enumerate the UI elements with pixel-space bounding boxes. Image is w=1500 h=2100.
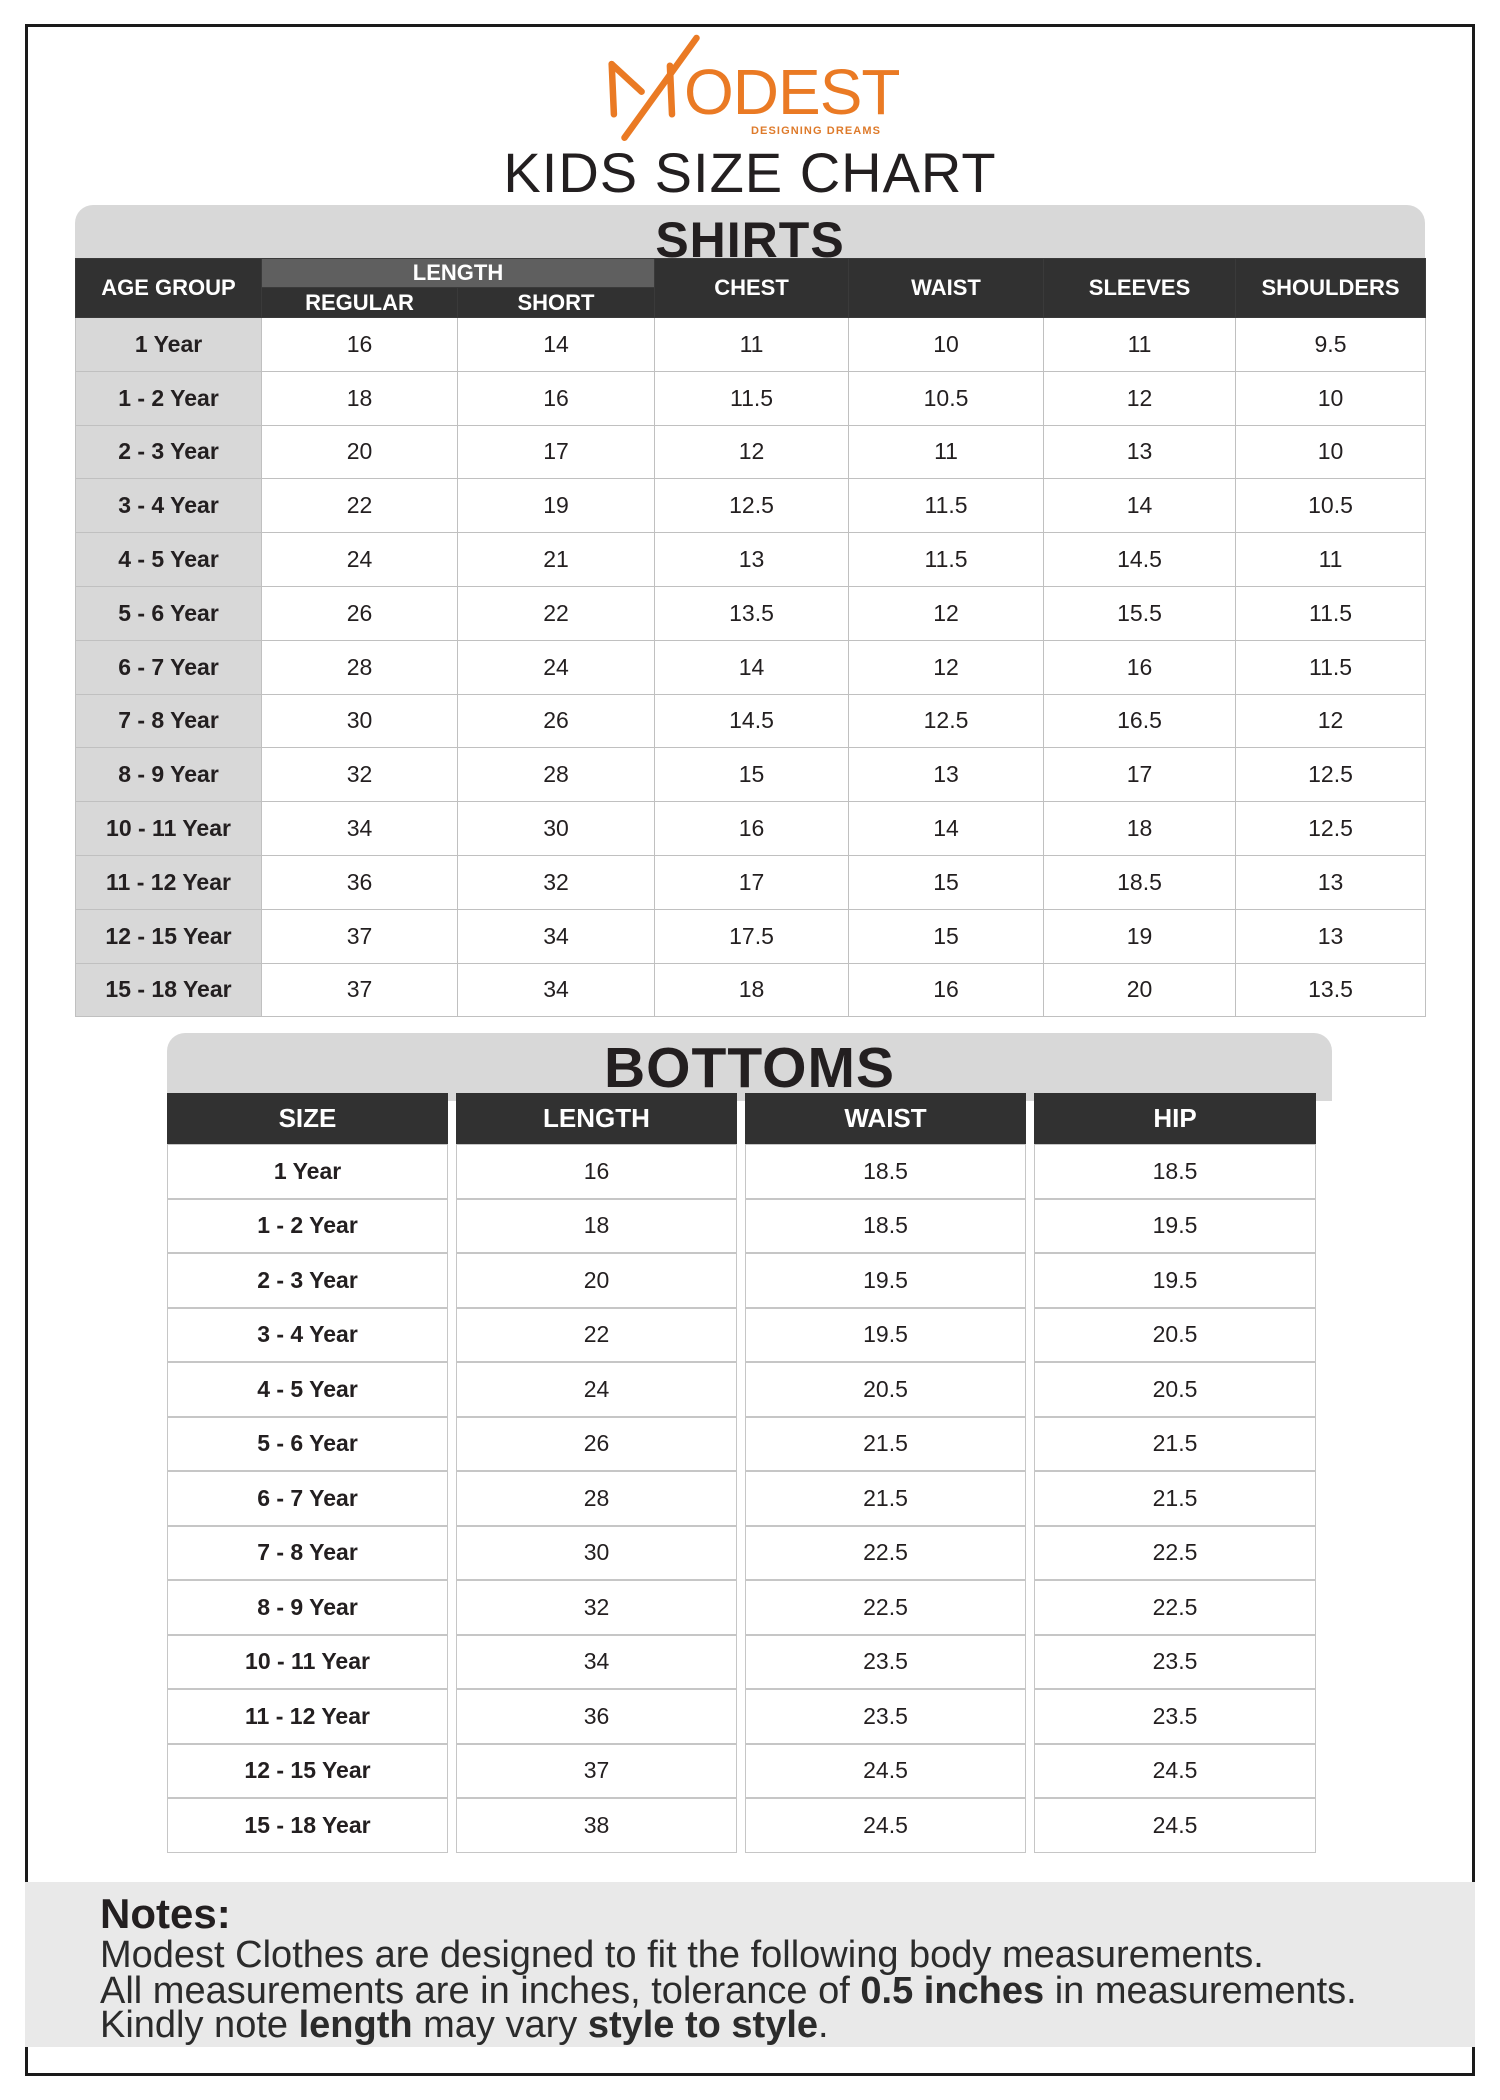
svg-text:ODEST: ODEST — [684, 56, 899, 128]
svg-text:DESIGNING DREAMS: DESIGNING DREAMS — [751, 125, 881, 137]
